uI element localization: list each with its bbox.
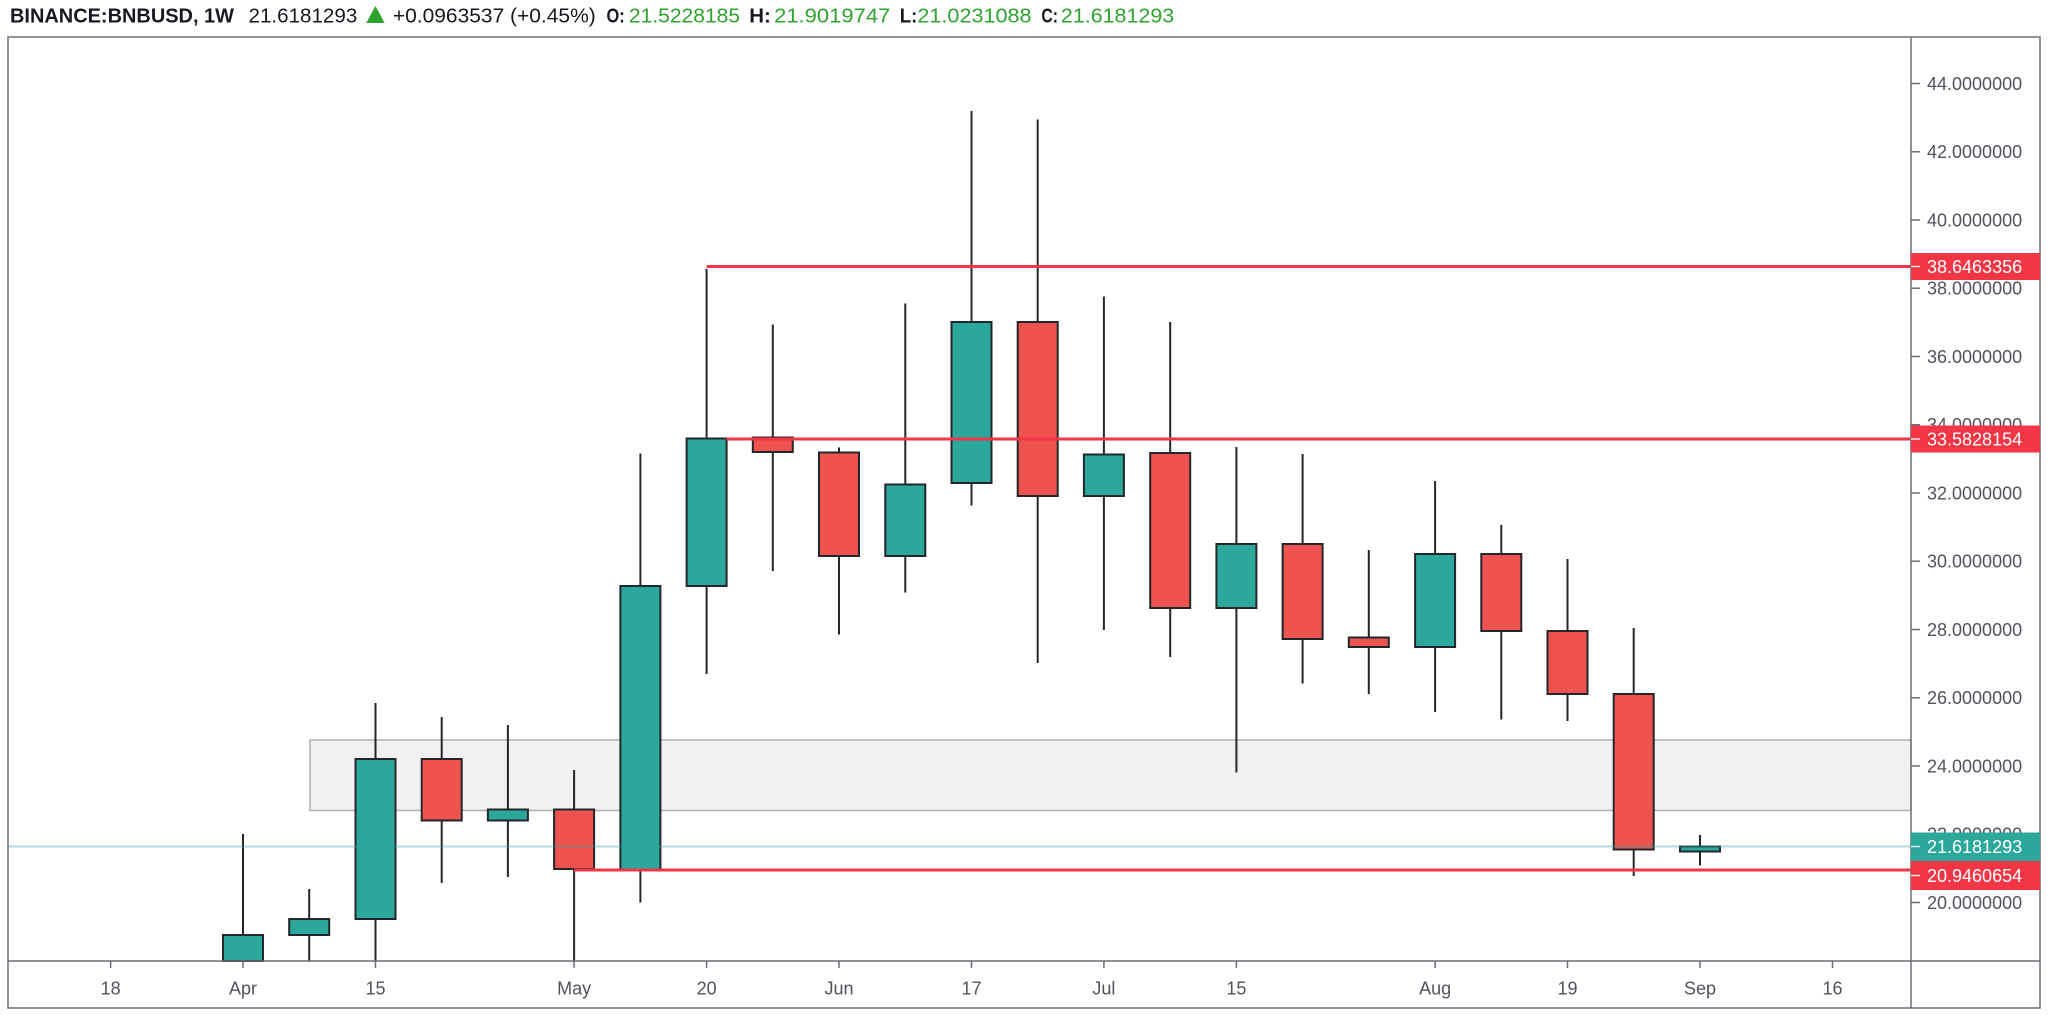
svg-text:16: 16 — [1822, 979, 1842, 999]
svg-text:BINANCE:BNBUSD, 1W: BINANCE:BNBUSD, 1W — [10, 5, 235, 28]
svg-text:21.0231088: 21.0231088 — [917, 5, 1031, 28]
svg-text:30.0000000: 30.0000000 — [1927, 552, 2022, 572]
svg-text:Sep: Sep — [1684, 979, 1716, 999]
svg-text:33.5828154: 33.5828154 — [1927, 429, 2022, 449]
svg-text:42.0000000: 42.0000000 — [1927, 142, 2022, 162]
svg-text:28.0000000: 28.0000000 — [1927, 620, 2022, 640]
svg-text:20.0000000: 20.0000000 — [1927, 893, 2022, 913]
svg-text:20: 20 — [697, 979, 717, 999]
svg-text:Jun: Jun — [824, 979, 853, 999]
svg-text:15: 15 — [1226, 979, 1246, 999]
svg-text:+0.0963537 (+0.45%): +0.0963537 (+0.45%) — [393, 5, 596, 28]
svg-text:O:: O: — [607, 5, 625, 28]
svg-text:L:: L: — [900, 5, 918, 28]
svg-text:Aug: Aug — [1419, 979, 1451, 999]
svg-text:17: 17 — [961, 979, 981, 999]
svg-text:May: May — [557, 979, 591, 999]
svg-text:21.5228185: 21.5228185 — [629, 5, 740, 28]
svg-text:19: 19 — [1557, 979, 1577, 999]
svg-text:Jul: Jul — [1092, 979, 1115, 999]
svg-text:15: 15 — [365, 979, 385, 999]
svg-text:C:: C: — [1041, 5, 1058, 28]
svg-text:Apr: Apr — [229, 979, 257, 999]
svg-text:38.6463356: 38.6463356 — [1927, 257, 2022, 277]
svg-text:44.0000000: 44.0000000 — [1927, 74, 2022, 94]
svg-text:18: 18 — [101, 979, 121, 999]
svg-text:24.0000000: 24.0000000 — [1927, 756, 2022, 776]
svg-text:26.0000000: 26.0000000 — [1927, 688, 2022, 708]
svg-text:32.0000000: 32.0000000 — [1927, 483, 2022, 503]
svg-text:36.0000000: 36.0000000 — [1927, 347, 2022, 367]
svg-text:38.0000000: 38.0000000 — [1927, 279, 2022, 299]
svg-text:21.6181293: 21.6181293 — [1061, 5, 1174, 28]
svg-text:21.9019747: 21.9019747 — [774, 5, 890, 28]
svg-text:21.6181293: 21.6181293 — [1927, 837, 2022, 857]
svg-text:21.6181293: 21.6181293 — [249, 5, 358, 28]
svg-text:H:: H: — [749, 5, 771, 28]
svg-text:40.0000000: 40.0000000 — [1927, 210, 2022, 230]
svg-text:20.9460654: 20.9460654 — [1927, 866, 2022, 886]
